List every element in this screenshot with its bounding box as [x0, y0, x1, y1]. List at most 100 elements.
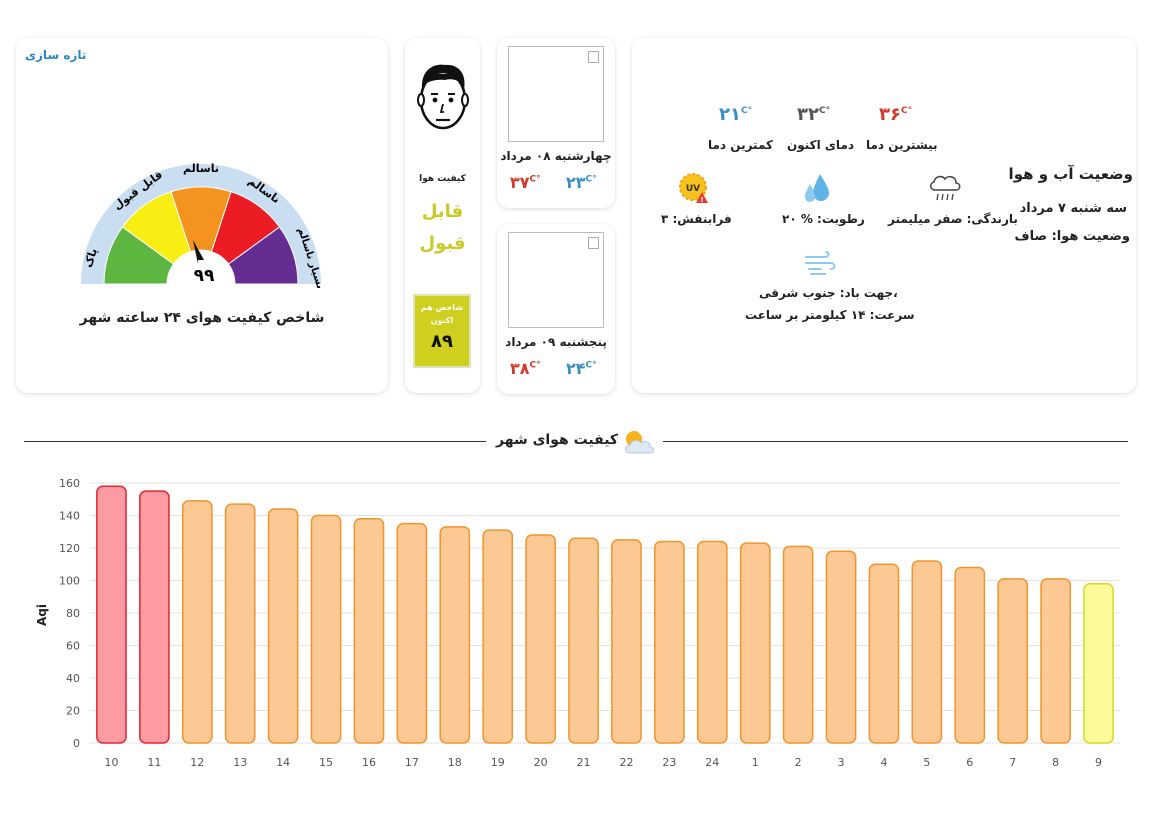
- forecast-min-value: ۲۳: [566, 173, 586, 192]
- degree-unit: C°: [585, 360, 597, 371]
- divider-line: [663, 441, 1128, 442]
- forecast-image-placeholder: [508, 232, 604, 328]
- chart-bar[interactable]: [911, 560, 943, 744]
- chart-x-tick: 2: [795, 756, 802, 769]
- chart-bar[interactable]: [525, 534, 556, 744]
- chart-bar[interactable]: [139, 490, 170, 744]
- min-temp-value: ۲۱: [719, 104, 741, 125]
- chart-x-tick: 4: [880, 756, 887, 769]
- degree-unit: C°: [529, 174, 541, 185]
- chart-x-tick: 12: [190, 756, 204, 769]
- gauge-hub: [167, 250, 235, 288]
- chart-x-tick: 1: [752, 756, 759, 769]
- chart-x-tick: 22: [619, 756, 633, 769]
- chart-y-tick: 120: [59, 542, 80, 555]
- forecast-max-temp: ۳۷C°: [510, 173, 541, 192]
- weather-title: وضعیت آب و هوا: [1008, 165, 1133, 183]
- forecast-date: چهارشنبه ۰۸ مرداد: [500, 149, 612, 163]
- chart-x-tick: 20: [534, 756, 548, 769]
- gauge-outer-ring: [81, 164, 321, 284]
- chart-bar[interactable]: [181, 500, 213, 744]
- chart-x-tick: 19: [491, 756, 505, 769]
- forecast-min-value: ۲۴: [566, 359, 586, 378]
- gauge-needle: [193, 240, 204, 264]
- max-temp-label: بیشترین دما: [866, 138, 938, 152]
- chart-x-tick: 7: [1009, 756, 1016, 769]
- chart-bar[interactable]: [439, 526, 471, 744]
- chart-x-tick: 23: [662, 756, 676, 769]
- chart-x-tick: 14: [276, 756, 290, 769]
- forecast-card: چهارشنبه ۰۸ مرداد ۲۳C° ۳۷C°: [497, 38, 615, 208]
- gauge-value: ۹۹: [194, 266, 215, 286]
- sun-cloud-icon: [625, 431, 655, 454]
- chart-y-tick: 100: [59, 575, 80, 588]
- wind-direction-text: جهت باد: جنوب شرقی،: [759, 286, 898, 300]
- svg-text:UV: UV: [686, 184, 700, 194]
- now-temp-label: دمای اکنون: [787, 138, 855, 152]
- min-temp: ۲۱C°: [719, 104, 752, 125]
- chart-bar[interactable]: [611, 539, 642, 744]
- chart-bar[interactable]: [654, 540, 685, 744]
- chart-bar[interactable]: [310, 514, 342, 744]
- chart-x-tick: 5: [923, 756, 930, 769]
- chart-x-tick: 17: [405, 756, 419, 769]
- chart-bar[interactable]: [568, 537, 599, 744]
- chart-bar[interactable]: [224, 503, 256, 744]
- aqi-bar-chart: 10 11 12 13 14 15 16 17 18 19 20 21 22 23 24 1 2 3 4 5 6 7 8 9 …: [35, 477, 1120, 769]
- forecast-max-value: ۳۸: [510, 359, 530, 378]
- forecast-max-temp: ۳۸C°: [510, 359, 541, 378]
- refresh-link[interactable]: تازه سازی: [25, 48, 87, 62]
- degree-unit: C°: [585, 174, 597, 185]
- current-index-label: شاخص هم اکنون: [420, 303, 464, 325]
- chart-x-tick: 21: [577, 756, 591, 769]
- forecast-max-value: ۳۷: [510, 173, 530, 192]
- divider-line: [24, 441, 486, 442]
- gauge-label-sensitive: ناسالم: [183, 162, 219, 175]
- chart-bar[interactable]: [1083, 583, 1114, 744]
- svg-text:!: !: [700, 196, 703, 204]
- chart-bar[interactable]: [739, 542, 771, 744]
- face-icon: [417, 64, 469, 130]
- current-index-value: ۸۹: [431, 331, 453, 352]
- chart-y-tick: 0: [73, 737, 80, 750]
- cloud-rain-icon: [930, 175, 961, 201]
- chart-x-tick: 18: [448, 756, 462, 769]
- chart-x-tick: 6: [966, 756, 973, 769]
- section-title: کیفیت هوای شهر: [496, 432, 619, 448]
- chart-y-tick: 60: [66, 640, 80, 653]
- min-temp-label: کمترین دما: [708, 138, 773, 152]
- degree-unit: C°: [818, 106, 831, 116]
- wind-speed-text: سرعت: ۱۴ کیلومتر بر ساعت: [745, 308, 915, 322]
- city-air-quality-heading: کیفیت هوای شهر: [24, 425, 1128, 459]
- chart-bar[interactable]: [1040, 578, 1071, 744]
- chart-bar[interactable]: [825, 550, 857, 744]
- chart-y-tick: 140: [59, 510, 80, 523]
- uv-warning-icon: UV !: [679, 173, 708, 204]
- forecast-min-temp: ۲۳C°: [566, 173, 597, 192]
- chart-bar[interactable]: [997, 578, 1029, 744]
- chart-x-tick: 16: [362, 756, 376, 769]
- chart-y-axis-label: Aqi: [35, 604, 49, 626]
- humidity-drops-icon: [805, 174, 829, 202]
- chart-bar[interactable]: [396, 522, 428, 744]
- chart-x-tick: 15: [319, 756, 333, 769]
- chart-bar[interactable]: [267, 508, 299, 744]
- aqi-gauge-card: تازه سازی پاک قابل قبول ناسالم ناسالم بس…: [16, 38, 388, 393]
- chart-bar[interactable]: [96, 485, 127, 744]
- chart-y-tick: 40: [66, 672, 80, 685]
- chart-bar[interactable]: [868, 563, 900, 744]
- chart-bar[interactable]: [696, 540, 728, 744]
- chart-bar[interactable]: [353, 518, 385, 744]
- chart-bar[interactable]: [482, 529, 514, 744]
- chart-y-tick: 80: [66, 607, 80, 620]
- chart-x-tick: 8: [1052, 756, 1059, 769]
- broken-image-icon: [588, 51, 599, 63]
- uv-text: فرابنفش: ۳: [661, 212, 732, 226]
- degree-unit: C°: [529, 360, 541, 371]
- chart-bar[interactable]: [782, 545, 814, 744]
- chart-x-tick: 10: [104, 756, 118, 769]
- weather-date: سه شنبه ۷ مرداد: [1019, 201, 1127, 216]
- chart-y-tick: 20: [66, 705, 80, 718]
- forecast-card: پنجشنبه ۰۹ مرداد ۲۴C° ۳۸C°: [497, 224, 615, 394]
- chart-bar[interactable]: [954, 566, 986, 744]
